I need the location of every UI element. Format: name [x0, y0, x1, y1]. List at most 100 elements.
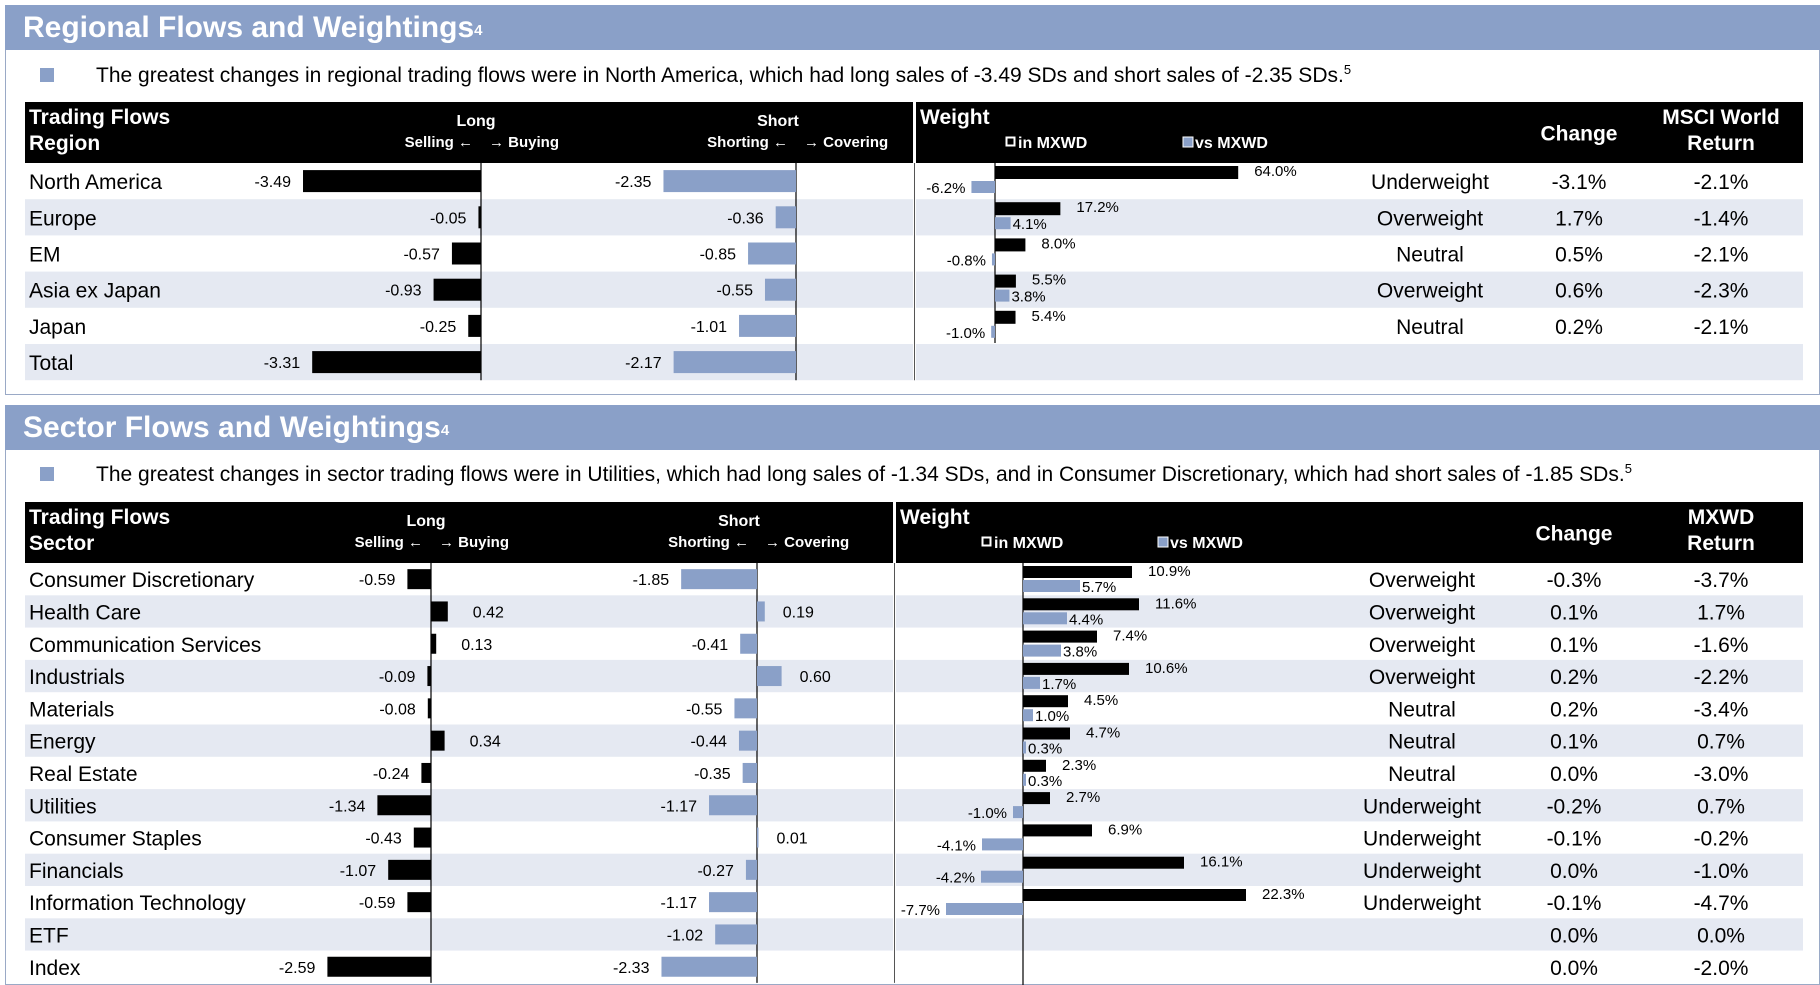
weight-rating: Overweight: [1377, 280, 1483, 303]
category-label: Industrials: [29, 666, 125, 689]
short-bar: [775, 206, 796, 229]
category-label: Europe: [29, 207, 97, 230]
change-value: 0.0%: [1550, 860, 1598, 883]
in-mxwd-value-label: 2.3%: [1062, 757, 1096, 774]
header-first-col: Region: [29, 132, 100, 155]
long-bar: [468, 314, 481, 337]
short-bar: [739, 314, 796, 337]
row-band: [25, 724, 1803, 757]
regional-bullet-footnote: 5: [1343, 62, 1352, 77]
in-mxwd-bar: [995, 166, 1239, 179]
header-buying: → Buying: [489, 134, 559, 151]
sector-bullet-sentence: The greatest changes in sector trading f…: [96, 463, 1625, 486]
change-value: 0.0%: [1550, 924, 1598, 947]
header-covering: → Covering: [765, 534, 849, 551]
long-value-label: -0.57: [403, 247, 440, 264]
long-value-label: -0.25: [420, 319, 457, 336]
legend-vs-mxwd-label: vs MXWD: [1195, 135, 1268, 152]
return-value: -4.7%: [1694, 892, 1749, 915]
in-mxwd-value-label: 8.0%: [1041, 235, 1075, 252]
row-band: [25, 789, 1803, 822]
vs-mxwd-bar: [991, 253, 995, 266]
weight-rating: Neutral: [1388, 698, 1456, 721]
category-label: Asia ex Japan: [29, 280, 161, 303]
long-value-label: -0.43: [365, 831, 402, 848]
weight-rating: Overweight: [1377, 207, 1483, 230]
category-label: Index: [29, 957, 81, 980]
regional-bullet-icon: [40, 68, 54, 82]
header-shorting: Shorting ←: [707, 134, 788, 151]
short-bar: [757, 827, 759, 848]
long-bar: [327, 956, 431, 977]
long-value-label: 0.34: [470, 734, 501, 751]
short-bar: [673, 351, 796, 374]
vs-mxwd-value-label: -7.7%: [901, 902, 940, 919]
row-band: [25, 595, 1803, 628]
return-value: -1.6%: [1694, 634, 1749, 657]
weight-rating: Overweight: [1369, 634, 1475, 657]
in-mxwd-value-label: 6.9%: [1108, 821, 1142, 838]
in-mxwd-value-label: 5.4%: [1032, 308, 1066, 325]
vs-mxwd-bar: [1023, 773, 1026, 786]
change-value: 0.2%: [1555, 316, 1603, 339]
long-value-label: -3.49: [255, 174, 292, 191]
legend-in-mxwd-swatch-inner: [1007, 138, 1014, 145]
header-return-line1: MXWD: [1688, 506, 1755, 529]
short-value-label: -0.55: [717, 283, 754, 300]
return-value: -0.2%: [1694, 828, 1749, 851]
weight-rating: Neutral: [1388, 731, 1456, 754]
vs-mxwd-value-label: 3.8%: [1011, 289, 1045, 306]
in-mxwd-bar: [995, 202, 1061, 216]
header-change: Change: [1535, 523, 1612, 546]
in-mxwd-value-label: 5.5%: [1032, 272, 1066, 289]
header-weight: Weight: [900, 506, 970, 529]
vs-mxwd-value-label: 4.1%: [1013, 216, 1047, 233]
short-bar: [745, 859, 757, 880]
short-value-label: 0.19: [783, 604, 814, 621]
category-label: Real Estate: [29, 763, 138, 786]
vs-mxwd-value-label: -0.8%: [947, 252, 986, 269]
legend-vs-mxwd-swatch: [1182, 136, 1194, 148]
short-bar: [663, 170, 796, 193]
vs-mxwd-bar: [991, 325, 995, 338]
change-value: 0.2%: [1550, 666, 1598, 689]
long-value-label: -0.08: [379, 701, 416, 718]
vs-mxwd-value-label: -6.2%: [926, 180, 965, 197]
return-value: 0.7%: [1697, 731, 1745, 754]
header-covering: → Covering: [804, 134, 888, 151]
long-value-label: -0.05: [430, 210, 467, 227]
short-bar: [715, 924, 757, 945]
row-band: [25, 918, 1803, 951]
long-bar: [377, 795, 431, 816]
short-bar: [740, 633, 757, 654]
category-label: North America: [29, 171, 162, 194]
long-value-label: -1.34: [329, 798, 366, 815]
in-mxwd-value-label: 4.7%: [1086, 725, 1120, 742]
long-value-label: -0.24: [373, 766, 410, 783]
weight-rating: Underweight: [1363, 860, 1481, 883]
sector-title-footnote: 4: [440, 422, 450, 439]
long-bar: [431, 633, 437, 654]
short-bar: [709, 795, 757, 816]
header-long: Long: [456, 113, 495, 130]
vs-mxwd-value-label: -1.0%: [968, 805, 1007, 822]
vs-mxwd-value-label: 3.8%: [1063, 644, 1097, 661]
vs-mxwd-bar: [982, 838, 1023, 851]
short-value-label: -1.85: [633, 572, 670, 589]
in-mxwd-bar: [1023, 759, 1046, 772]
short-value-label: 0.01: [777, 831, 808, 848]
short-value-label: -1.17: [661, 798, 698, 815]
in-mxwd-bar: [1023, 824, 1092, 837]
return-value: -1.4%: [1694, 207, 1749, 230]
header-buying: → Buying: [439, 534, 509, 551]
vs-mxwd-bar: [995, 289, 1010, 302]
regional-flows-chart: Trading Flows Region Long Short Selling ← → B…: [25, 102, 1803, 381]
long-bar: [431, 601, 448, 622]
header-selling: Selling ←: [405, 134, 473, 151]
header-trading-flows: Trading Flows: [29, 106, 170, 129]
long-value-label: -3.31: [264, 355, 301, 372]
header-short: Short: [757, 113, 799, 130]
vs-mxwd-bar: [1023, 709, 1033, 722]
long-bar: [388, 859, 431, 880]
row-band: [25, 853, 1803, 886]
